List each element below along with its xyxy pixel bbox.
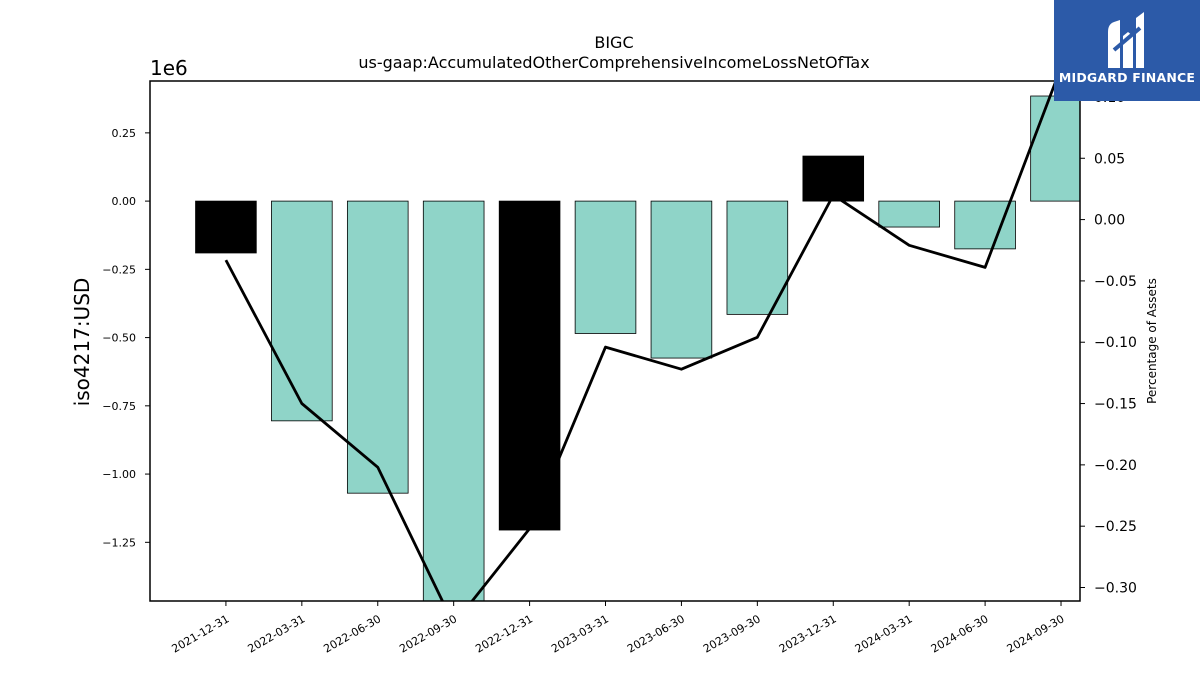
y-tick-label: −1.25 xyxy=(102,536,136,549)
y2-ticks: 0.100.050.00−0.05−0.10−0.15−0.20−0.25−0.… xyxy=(1080,90,1137,597)
y-tick-label: −0.50 xyxy=(102,332,136,345)
chart-subtitle: us-gaap:AccumulatedOtherComprehensiveInc… xyxy=(358,53,869,72)
logo-text: MIDGARD FINANCE xyxy=(1058,70,1196,85)
bar-2022-09-30 xyxy=(422,200,485,601)
y-tick-label: −0.25 xyxy=(102,263,136,276)
y2-tick-label: −0.20 xyxy=(1094,458,1137,474)
y2-tick-label: 0.05 xyxy=(1094,151,1125,167)
x-tick-label: 2022-09-30 xyxy=(397,612,459,655)
chart-title: BIGC xyxy=(594,33,633,52)
bar-2024-09-30 xyxy=(1030,95,1080,202)
x-tick-label: 2023-09-30 xyxy=(701,612,763,655)
bar-2024-06-30 xyxy=(954,200,1016,250)
y2-tick-label: −0.30 xyxy=(1094,581,1137,597)
x-tick-label: 2024-03-31 xyxy=(853,612,915,655)
brand-logo: MIDGARD FINANCE xyxy=(1054,0,1200,101)
x-tick-label: 2023-06-30 xyxy=(625,612,687,655)
plot-frame xyxy=(149,80,1081,602)
logo-icon xyxy=(1108,12,1144,68)
y2-tick-label: −0.15 xyxy=(1094,397,1137,413)
bar-2023-03-31 xyxy=(574,200,637,334)
bar-2022-12-31 xyxy=(498,200,561,531)
y2-axis-label: Percentage of Assets xyxy=(1145,278,1159,404)
bar-series xyxy=(195,95,1080,601)
x-tick-label: 2022-12-31 xyxy=(473,612,535,655)
y-scale-label: 1e6 xyxy=(150,56,188,80)
x-tick-label: 2023-12-31 xyxy=(777,612,839,655)
y2-tick-label: −0.10 xyxy=(1094,335,1137,351)
x-tick-label: 2023-03-31 xyxy=(549,612,611,655)
y-ticks: 0.25 0.00 −0.25 −0.50 −0.75 −1.00 −1.25 xyxy=(102,127,150,549)
bar-2023-06-30 xyxy=(650,200,713,359)
x-tick-label: 2022-03-31 xyxy=(245,612,307,655)
y-tick-label: 0.00 xyxy=(112,195,137,208)
bar-2024-03-31 xyxy=(878,200,940,228)
y2-tick-label: 0.00 xyxy=(1094,213,1125,229)
x-tick-label: 2022-06-30 xyxy=(321,612,383,655)
y-tick-label: 0.25 xyxy=(112,127,137,140)
y-tick-label: −0.75 xyxy=(102,400,136,413)
y2-tick-label: −0.05 xyxy=(1094,274,1137,290)
bar-2022-03-31 xyxy=(271,200,333,422)
y-tick-label: −1.00 xyxy=(102,468,136,481)
bar-2021-12-31 xyxy=(195,200,257,254)
x-tick-label: 2024-06-30 xyxy=(929,612,991,655)
percentage-line xyxy=(224,81,1058,601)
bar-2022-06-30 xyxy=(346,200,409,494)
line-series xyxy=(224,81,1058,601)
x-tick-label: 2024-09-30 xyxy=(1005,612,1067,655)
x-tick-label: 2021-12-31 xyxy=(170,612,232,655)
y2-tick-label: −0.25 xyxy=(1094,519,1137,535)
y-axis-label: iso4217:USD xyxy=(70,278,94,407)
bar-2023-12-31 xyxy=(802,155,865,202)
bar-2023-09-30 xyxy=(726,200,789,315)
x-ticks: 2021-12-31 2022-03-31 2022-06-30 2022-09-30… xyxy=(170,601,1067,656)
